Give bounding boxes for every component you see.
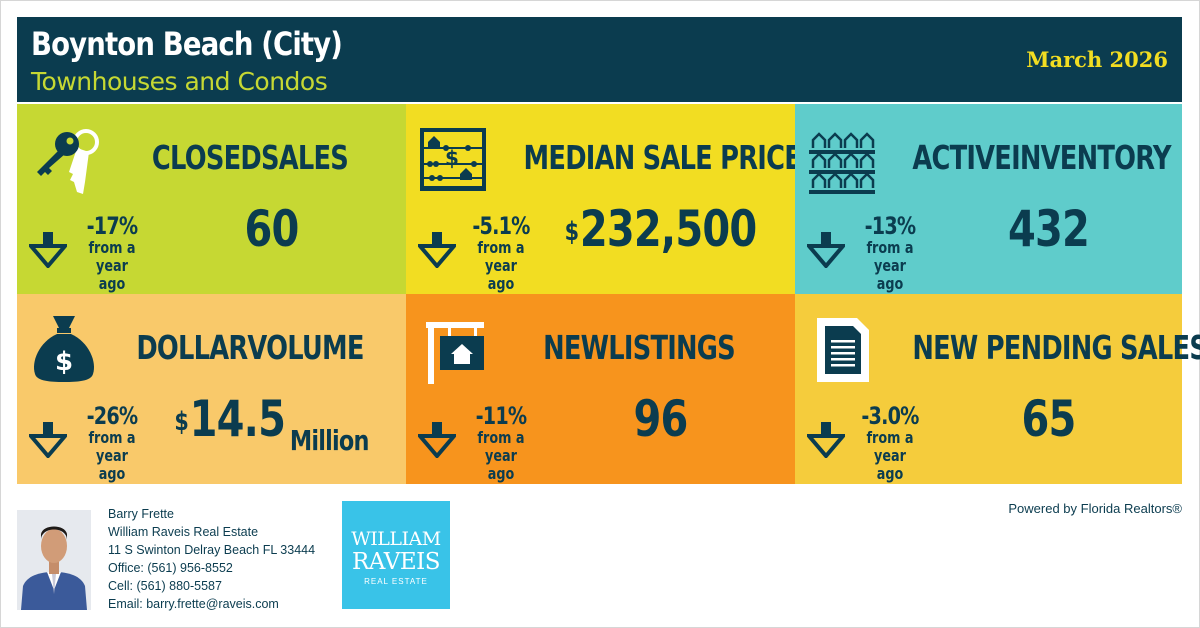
metric-label: NEW PENDING SALES (912, 328, 1200, 367)
agent-email: Email: barry.frette@raveis.com (108, 597, 279, 611)
document-icon (817, 318, 869, 382)
agent-cell-phone: Cell: (561) 880-5587 (108, 579, 222, 593)
change-percent: -5.1% (472, 212, 530, 240)
for-sale-sign-icon (426, 322, 484, 384)
change-percent: -11% (475, 402, 528, 430)
arrow-down-icon (807, 422, 845, 458)
metric-label: CLOSEDSALES (151, 138, 349, 177)
change-caption: from a year ago (477, 238, 525, 293)
metric-value: 60 (244, 200, 299, 258)
change-caption: from a year ago (477, 428, 525, 483)
tile-dollar-volume: $ DOLLARVOLUME -26% from a year ago $14.5… (17, 294, 406, 484)
agent-name: Barry Frette (108, 507, 174, 521)
money-bag-icon: $ (33, 316, 95, 382)
svg-text:$: $ (445, 146, 459, 170)
page-subtitle: Townhouses and Condos (31, 67, 328, 96)
header-banner: Boynton Beach (City) Townhouses and Cond… (17, 17, 1182, 102)
change-percent: -13% (864, 212, 917, 240)
change-percent: -26% (86, 402, 139, 430)
abacus-icon: $ (420, 128, 486, 191)
powered-by-credit: Powered by Florida Realtors® (1008, 501, 1182, 516)
arrow-down-icon (418, 232, 456, 268)
agent-office-phone: Office: (561) 956-8552 (108, 561, 233, 575)
arrow-down-icon (418, 422, 456, 458)
metric-label: NEWLISTINGS (543, 328, 736, 367)
arrow-down-icon (807, 232, 845, 268)
currency-symbol: $ (564, 217, 579, 247)
metric-value: $232,500 (564, 200, 758, 258)
change-percent: -17% (86, 212, 139, 240)
tile-closed-sales: CLOSEDSALES -17% from a year ago 60 (17, 104, 406, 294)
change-caption: from a year ago (866, 428, 914, 483)
agent-photo (17, 510, 91, 610)
keys-icon (37, 129, 99, 194)
tile-new-listings: NEWLISTINGS -11% from a year ago 96 (406, 294, 795, 484)
page-title: Boynton Beach (City) (31, 25, 343, 63)
arrow-down-icon (29, 422, 67, 458)
person-icon (17, 510, 91, 610)
metric-label: ACTIVEINVENTORY (912, 138, 1171, 177)
arrow-down-icon (29, 232, 67, 268)
metric-value: 65 (1021, 390, 1076, 448)
metric-value: 432 (1007, 200, 1090, 258)
svg-text:$: $ (55, 347, 73, 377)
tile-median-sale-price: $ MEDIAN SALE PRICE -5.1% from a year ago… (406, 104, 802, 294)
tile-active-inventory: ACTIVEINVENTORY -13% from a year ago 432 (795, 104, 1182, 294)
currency-symbol: $ (174, 407, 189, 437)
metric-label: MEDIAN SALE PRICE (523, 138, 802, 177)
agent-company: William Raveis Real Estate (108, 525, 259, 539)
report-date: March 2026 (1026, 47, 1168, 72)
house-rows-icon (809, 132, 875, 194)
value-unit: Million (289, 424, 370, 457)
metric-value: $14.5 Million (174, 390, 370, 457)
agent-address: 11 S Swinton Delray Beach FL 33444 (108, 543, 316, 557)
tile-new-pending-sales: NEW PENDING SALES -3.0% from a year ago 6… (795, 294, 1200, 484)
metric-value: 96 (633, 390, 688, 448)
change-caption: from a year ago (88, 238, 136, 293)
change-caption: from a year ago (866, 238, 914, 293)
brokerage-logo: WILLIAM RAVEIS REAL ESTATE (342, 501, 450, 609)
change-percent: -3.0% (861, 402, 919, 430)
metric-label: DOLLARVOLUME (136, 328, 364, 367)
agent-contact: Barry Frette William Raveis Real Estate … (108, 505, 315, 613)
change-caption: from a year ago (88, 428, 136, 483)
